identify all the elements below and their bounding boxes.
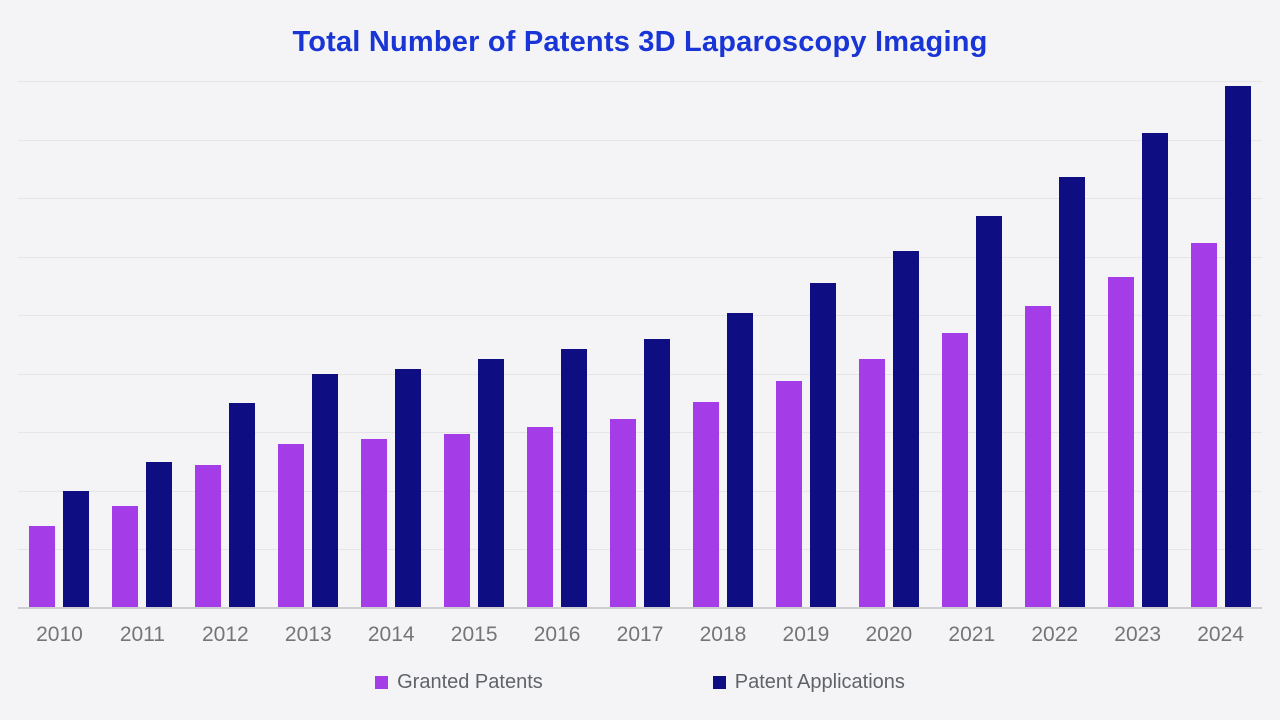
bar-granted-patents-2015 <box>444 433 471 608</box>
x-label-2014: 2014 <box>367 623 415 646</box>
bar-patent-applications-2014 <box>395 368 422 608</box>
legend-item-granted-patents: Granted Patents <box>375 669 543 695</box>
gridline <box>18 256 1262 258</box>
x-label-2010: 2010 <box>36 623 83 646</box>
bar-granted-patents-2022 <box>1024 306 1051 608</box>
bar-patent-applications-2019 <box>809 283 836 608</box>
bar-patent-applications-2023 <box>1141 133 1168 608</box>
gridline <box>18 81 1262 82</box>
legend-swatch-icon <box>375 675 389 689</box>
gridline <box>18 549 1262 551</box>
x-label-2018: 2018 <box>699 623 747 646</box>
chart-title: Total Number of Patents 3D Laparoscopy I… <box>292 26 988 58</box>
bar-group-2017 <box>599 81 682 608</box>
bar-granted-patents-2017 <box>610 419 637 608</box>
x-axis-line <box>18 607 1262 609</box>
bar-granted-patents-2013 <box>278 444 305 608</box>
bar-group-2021 <box>930 81 1013 608</box>
bar-patent-applications-2017 <box>644 339 671 608</box>
bar-patent-applications-2018 <box>726 313 753 608</box>
bar-patent-applications-2010 <box>63 490 90 608</box>
bar-granted-patents-2023 <box>1107 276 1134 608</box>
gridline <box>18 432 1262 434</box>
bar-group-2023 <box>1096 81 1179 608</box>
bar-patent-applications-2012 <box>229 403 256 608</box>
bar-group-2014 <box>350 81 433 608</box>
bar-granted-patents-2010 <box>29 526 56 608</box>
bar-group-2012 <box>184 81 267 608</box>
legend-swatch-icon <box>712 675 726 689</box>
bar-patent-applications-2020 <box>892 251 919 608</box>
bar-patent-applications-2016 <box>561 349 588 608</box>
bar-granted-patents-2011 <box>112 505 139 608</box>
bar-granted-patents-2019 <box>775 380 802 608</box>
bar-group-2022 <box>1013 81 1096 608</box>
bar-groups <box>18 81 1262 608</box>
bar-patent-applications-2015 <box>478 358 505 608</box>
legend-item-patent-applications: Patent Applications <box>712 669 905 695</box>
bar-group-2018 <box>682 81 765 608</box>
bar-group-2011 <box>101 81 184 608</box>
x-label-2023: 2023 <box>1114 623 1162 646</box>
bar-patent-applications-2011 <box>146 461 173 608</box>
x-label-2015: 2015 <box>450 623 498 646</box>
bar-group-2019 <box>764 81 847 608</box>
x-label-2019: 2019 <box>782 623 830 646</box>
bar-group-2010 <box>18 81 101 608</box>
bar-granted-patents-2016 <box>527 427 554 608</box>
bar-patent-applications-2024 <box>1224 86 1251 608</box>
x-label-2017: 2017 <box>616 623 664 646</box>
bar-granted-patents-2018 <box>692 401 719 608</box>
gridline <box>18 315 1262 317</box>
legend-label: Patent Applications <box>734 671 905 693</box>
x-label-2011: 2011 <box>119 623 165 646</box>
x-label-2022: 2022 <box>1031 623 1079 646</box>
x-label-2021: 2021 <box>948 623 996 646</box>
bar-patent-applications-2021 <box>975 216 1002 608</box>
gridline <box>18 139 1262 141</box>
bar-group-2015 <box>433 81 516 608</box>
bar-group-2020 <box>847 81 930 608</box>
legend-label: Granted Patents <box>397 671 543 693</box>
legend: Granted Patents Patent Applications <box>0 669 1280 695</box>
bar-granted-patents-2020 <box>858 358 885 608</box>
gridline <box>18 373 1262 375</box>
x-label-2013: 2013 <box>284 623 332 646</box>
x-label-2012: 2012 <box>201 623 249 646</box>
plot-area <box>18 81 1262 609</box>
x-label-2024: 2024 <box>1197 623 1244 646</box>
bar-granted-patents-2024 <box>1190 242 1217 608</box>
bar-granted-patents-2012 <box>195 464 222 608</box>
x-label-2016: 2016 <box>533 623 581 646</box>
bar-group-2013 <box>267 81 350 608</box>
bar-granted-patents-2014 <box>361 439 388 608</box>
x-axis-labels: 2010 2011 2012 2013 2014 2015 2016 2017 2018 2019… <box>18 621 1262 649</box>
bar-patent-applications-2022 <box>1058 177 1085 608</box>
bar-group-2016 <box>516 81 599 608</box>
gridline <box>18 198 1262 200</box>
bar-patent-applications-2013 <box>312 373 339 608</box>
bar-group-2024 <box>1179 81 1262 608</box>
gridline <box>18 490 1262 492</box>
bar-granted-patents-2021 <box>941 333 968 608</box>
x-label-2020: 2020 <box>865 623 913 646</box>
